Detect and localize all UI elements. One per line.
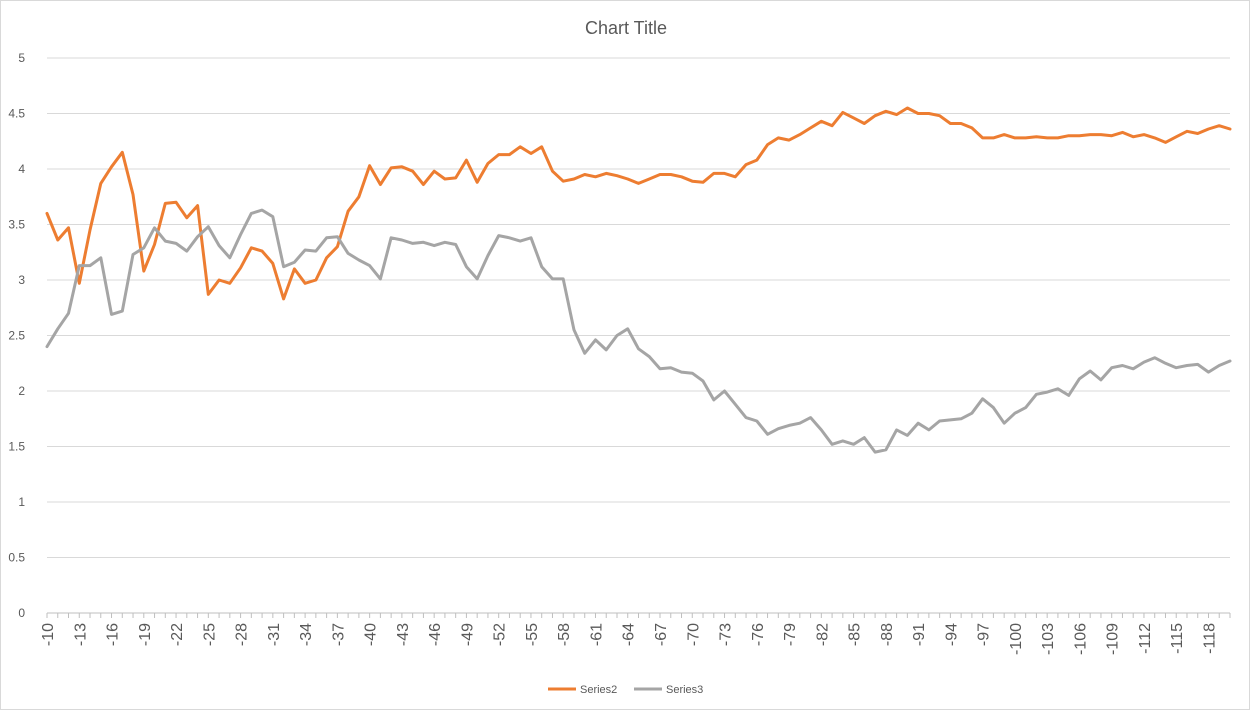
y-tick-label: 3: [18, 273, 25, 287]
series-line-series3: [45, 208, 1232, 454]
x-tick-label: -100: [1008, 623, 1025, 655]
x-tick-label: -94: [943, 623, 960, 646]
x-tick-label: -13: [72, 623, 89, 646]
y-tick-label: 2.5: [8, 329, 25, 343]
x-tick-label: -73: [718, 623, 735, 646]
y-tick-label: 0: [18, 606, 25, 620]
x-tick-label: -109: [1105, 623, 1122, 655]
x-tick-label: -85: [847, 623, 864, 646]
x-tick-label: -58: [556, 623, 573, 646]
chart-title: Chart Title: [585, 18, 667, 38]
x-tick-label: -112: [1137, 623, 1154, 654]
x-tick-label: -115: [1169, 623, 1186, 654]
y-axis-ticks: 0 0.5 1 1.5 2 2.5 3 3.5 4 4.5 5: [8, 51, 25, 620]
x-tick-label: -40: [363, 623, 380, 646]
legend-label-series3: Series3: [666, 684, 703, 696]
y-tick-label: 1: [18, 495, 25, 509]
x-tick-label: -31: [266, 623, 283, 646]
y-tick-label: 3.5: [8, 218, 25, 232]
x-tick-label: -52: [492, 623, 509, 646]
x-tick-label: -61: [588, 623, 605, 646]
y-tick-label: 1.5: [8, 440, 25, 454]
x-tick-label: -25: [201, 623, 218, 646]
x-tick-label: -79: [782, 623, 799, 646]
x-tick-label: -16: [105, 623, 122, 646]
x-tick-label: -91: [911, 623, 928, 646]
x-tick-label: -70: [685, 623, 702, 646]
x-tick-label: -64: [621, 623, 638, 646]
x-tick-label: -49: [459, 623, 476, 646]
legend-label-series2: Series2: [580, 684, 617, 696]
x-tick-label: -82: [814, 623, 831, 646]
legend: Series2 Series3: [548, 684, 703, 696]
x-axis-ticks: -10 -13 -16 -19 -22 -25 -28 -31 -34 -37 -40 -43 -46-…: [40, 613, 1231, 655]
x-tick-label: -118: [1201, 623, 1218, 654]
x-tick-label: -76: [750, 623, 767, 646]
x-tick-label: -22: [169, 623, 186, 646]
x-tick-label: -103: [1040, 623, 1057, 655]
x-tick-label: -10: [40, 623, 57, 646]
x-tick-label: -46: [427, 623, 444, 646]
y-tick-label: 0.5: [8, 551, 25, 565]
series-lines: [45, 106, 1232, 454]
x-tick-label: -43: [395, 623, 412, 646]
y-tick-label: 5: [18, 51, 25, 65]
y-tick-label: 4: [18, 162, 25, 176]
x-tick-label: -28: [234, 623, 251, 646]
x-tick-label: -34: [298, 623, 315, 646]
x-tick-label: -88: [879, 623, 896, 646]
x-tick-label: -19: [137, 623, 154, 646]
x-tick-label: -97: [976, 623, 993, 646]
gridlines: [47, 57, 1230, 614]
x-tick-label: -37: [330, 623, 347, 646]
x-tick-label: -55: [524, 623, 541, 646]
x-tick-label: -67: [653, 623, 670, 646]
x-tick-label: -106: [1072, 623, 1089, 655]
y-tick-label: 4.5: [8, 107, 25, 121]
y-tick-label: 2: [18, 384, 25, 398]
series-line-series2: [45, 106, 1232, 301]
